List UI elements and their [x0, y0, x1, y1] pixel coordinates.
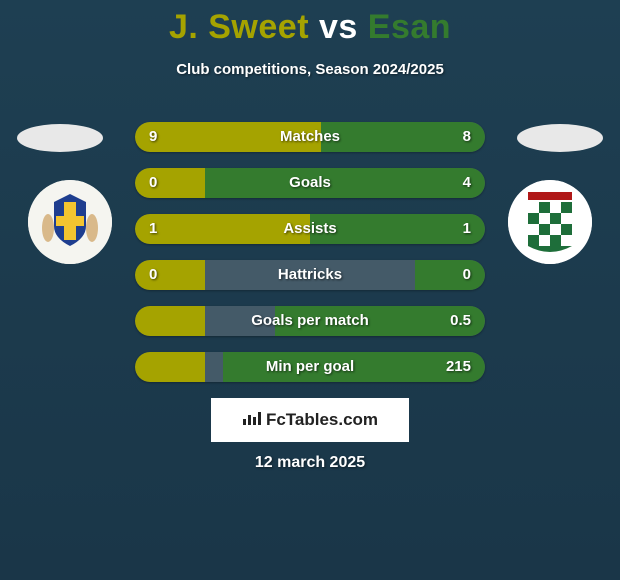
stat-label: Assists	[135, 214, 485, 244]
vs-text: vs	[319, 8, 358, 46]
player1-silhouette	[17, 124, 103, 152]
stat-value-right: 215	[446, 352, 471, 382]
stat-label: Min per goal	[135, 352, 485, 382]
stat-row: 0Hattricks0	[135, 260, 485, 290]
player1-club-crest	[28, 180, 112, 264]
stat-value-right: 8	[463, 122, 471, 152]
subtitle: Club competitions, Season 2024/2025	[0, 61, 620, 78]
stat-label: Hattricks	[135, 260, 485, 290]
stat-label: Matches	[135, 122, 485, 152]
chart-icon	[242, 410, 262, 431]
crest-left-icon	[28, 180, 112, 264]
stat-value-right: 1	[463, 214, 471, 244]
date-label: 12 march 2025	[0, 454, 620, 472]
player2-silhouette	[517, 124, 603, 152]
player2-club-crest	[508, 180, 592, 264]
player1-name: J. Sweet	[169, 8, 309, 46]
stat-label: Goals per match	[135, 306, 485, 336]
fctables-label: FcTables.com	[266, 410, 378, 430]
stat-row: Min per goal215	[135, 352, 485, 382]
stat-row: 1Assists1	[135, 214, 485, 244]
stats-bars: 9Matches80Goals41Assists10Hattricks0Goal…	[135, 122, 485, 398]
stat-value-right: 0	[463, 260, 471, 290]
fctables-badge[interactable]: FcTables.com	[211, 398, 409, 442]
stat-row: Goals per match0.5	[135, 306, 485, 336]
stat-row: 9Matches8	[135, 122, 485, 152]
crest-right-icon	[508, 180, 592, 264]
stat-value-right: 4	[463, 168, 471, 198]
stat-row: 0Goals4	[135, 168, 485, 198]
comparison-title: J. Sweet vs Esan	[0, 0, 620, 47]
player2-name: Esan	[368, 8, 451, 46]
stat-label: Goals	[135, 168, 485, 198]
stat-value-right: 0.5	[450, 306, 471, 336]
